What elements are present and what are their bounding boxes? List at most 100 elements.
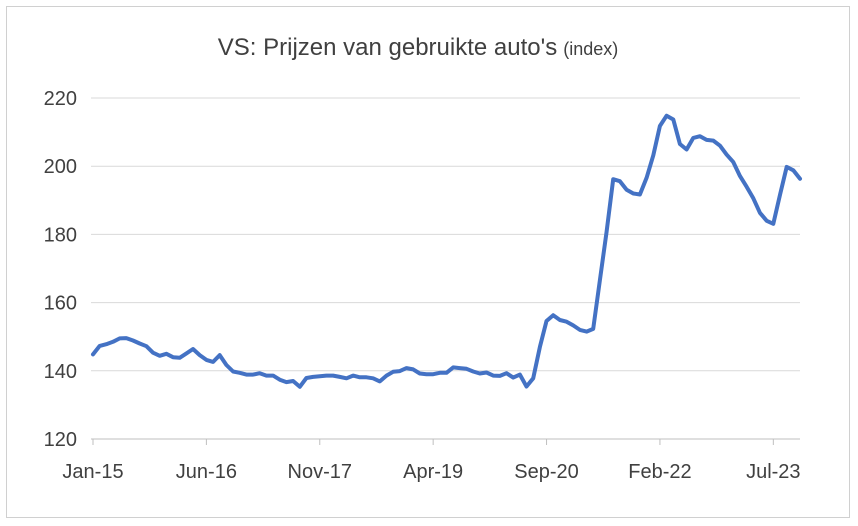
data-point [405, 367, 408, 370]
data-point [525, 385, 528, 388]
data-point [172, 356, 175, 359]
data-point [699, 135, 702, 138]
data-point [612, 178, 615, 181]
series-line [91, 113, 802, 389]
data-point [765, 219, 768, 222]
data-point [418, 372, 421, 375]
data-point [158, 354, 161, 357]
data-point [638, 193, 641, 196]
data-point [492, 374, 495, 377]
data-point [358, 376, 361, 379]
y-tick-label: 160 [44, 293, 77, 315]
data-point [118, 337, 121, 340]
data-point [205, 358, 208, 361]
y-tick-label: 220 [44, 88, 77, 110]
data-point [198, 354, 201, 357]
data-point [125, 337, 128, 340]
data-point [632, 192, 635, 195]
data-point [332, 374, 335, 377]
y-axis: 120 140 160 180 200 220 [44, 88, 77, 451]
data-point [625, 188, 628, 191]
data-point [218, 354, 221, 357]
data-point [712, 139, 715, 142]
data-point [272, 374, 275, 377]
data-point [112, 340, 115, 343]
data-point [572, 324, 575, 327]
data-point [692, 136, 695, 139]
data-point [532, 377, 535, 380]
data-point [152, 351, 155, 354]
data-point [352, 374, 355, 377]
data-point [678, 143, 681, 146]
data-point [578, 328, 581, 331]
data-point [585, 330, 588, 333]
y-tick-label: 120 [44, 429, 77, 451]
gridlines [91, 97, 800, 372]
chart-title: VS: Prijzen van gebruikte auto's (index) [218, 34, 618, 61]
x-tick-label: Jan-15 [62, 461, 123, 483]
data-point [438, 371, 441, 374]
data-point [505, 372, 508, 375]
data-point [105, 343, 108, 346]
x-tick-label: Jun-16 [176, 461, 237, 483]
data-point [685, 148, 688, 151]
data-point [365, 376, 368, 379]
data-point [485, 371, 488, 374]
y-tick-label: 180 [44, 224, 77, 246]
data-point [745, 185, 748, 188]
data-point [192, 348, 195, 351]
data-point [565, 320, 568, 323]
data-point [719, 144, 722, 147]
data-point [325, 374, 328, 377]
x-tick-label: Apr-19 [403, 461, 463, 483]
data-point [518, 373, 521, 376]
data-point [412, 368, 415, 371]
data-point [392, 370, 395, 373]
chart-title-subtitle: (index) [563, 39, 618, 59]
data-point [645, 176, 648, 179]
data-point [278, 378, 281, 381]
data-point [185, 352, 188, 355]
data-point [178, 356, 181, 359]
data-point [672, 118, 675, 121]
data-point [665, 114, 668, 117]
data-point [92, 353, 95, 356]
data-point [432, 373, 435, 376]
y-tick-label: 140 [44, 361, 77, 383]
data-point [132, 339, 135, 342]
data-point [312, 375, 315, 378]
data-point [445, 371, 448, 374]
data-point [252, 373, 255, 376]
data-point [225, 364, 228, 367]
data-point [378, 380, 381, 383]
data-point [759, 211, 762, 214]
data-point [785, 165, 788, 168]
data-point [779, 193, 782, 196]
data-point [732, 161, 735, 164]
data-point [592, 327, 595, 330]
data-point [545, 320, 548, 323]
data-point [145, 345, 148, 348]
data-point [232, 370, 235, 373]
data-point [472, 370, 475, 373]
data-point [245, 373, 248, 376]
data-point [478, 372, 481, 375]
data-point [705, 138, 708, 141]
data-point [792, 169, 795, 172]
data-point [598, 279, 601, 282]
data-point [165, 352, 168, 355]
data-point [552, 314, 555, 317]
data-point [292, 380, 295, 383]
chart-frame [6, 6, 850, 518]
data-point [212, 360, 215, 363]
data-point [345, 377, 348, 380]
data-point [385, 374, 388, 377]
data-point [799, 177, 802, 180]
x-tick-label: Feb-22 [628, 461, 691, 483]
data-point [305, 377, 308, 380]
x-tick-label: Jul-23 [746, 461, 800, 483]
data-point [298, 385, 301, 388]
data-point [238, 371, 241, 374]
y-tick-label: 200 [44, 156, 77, 178]
